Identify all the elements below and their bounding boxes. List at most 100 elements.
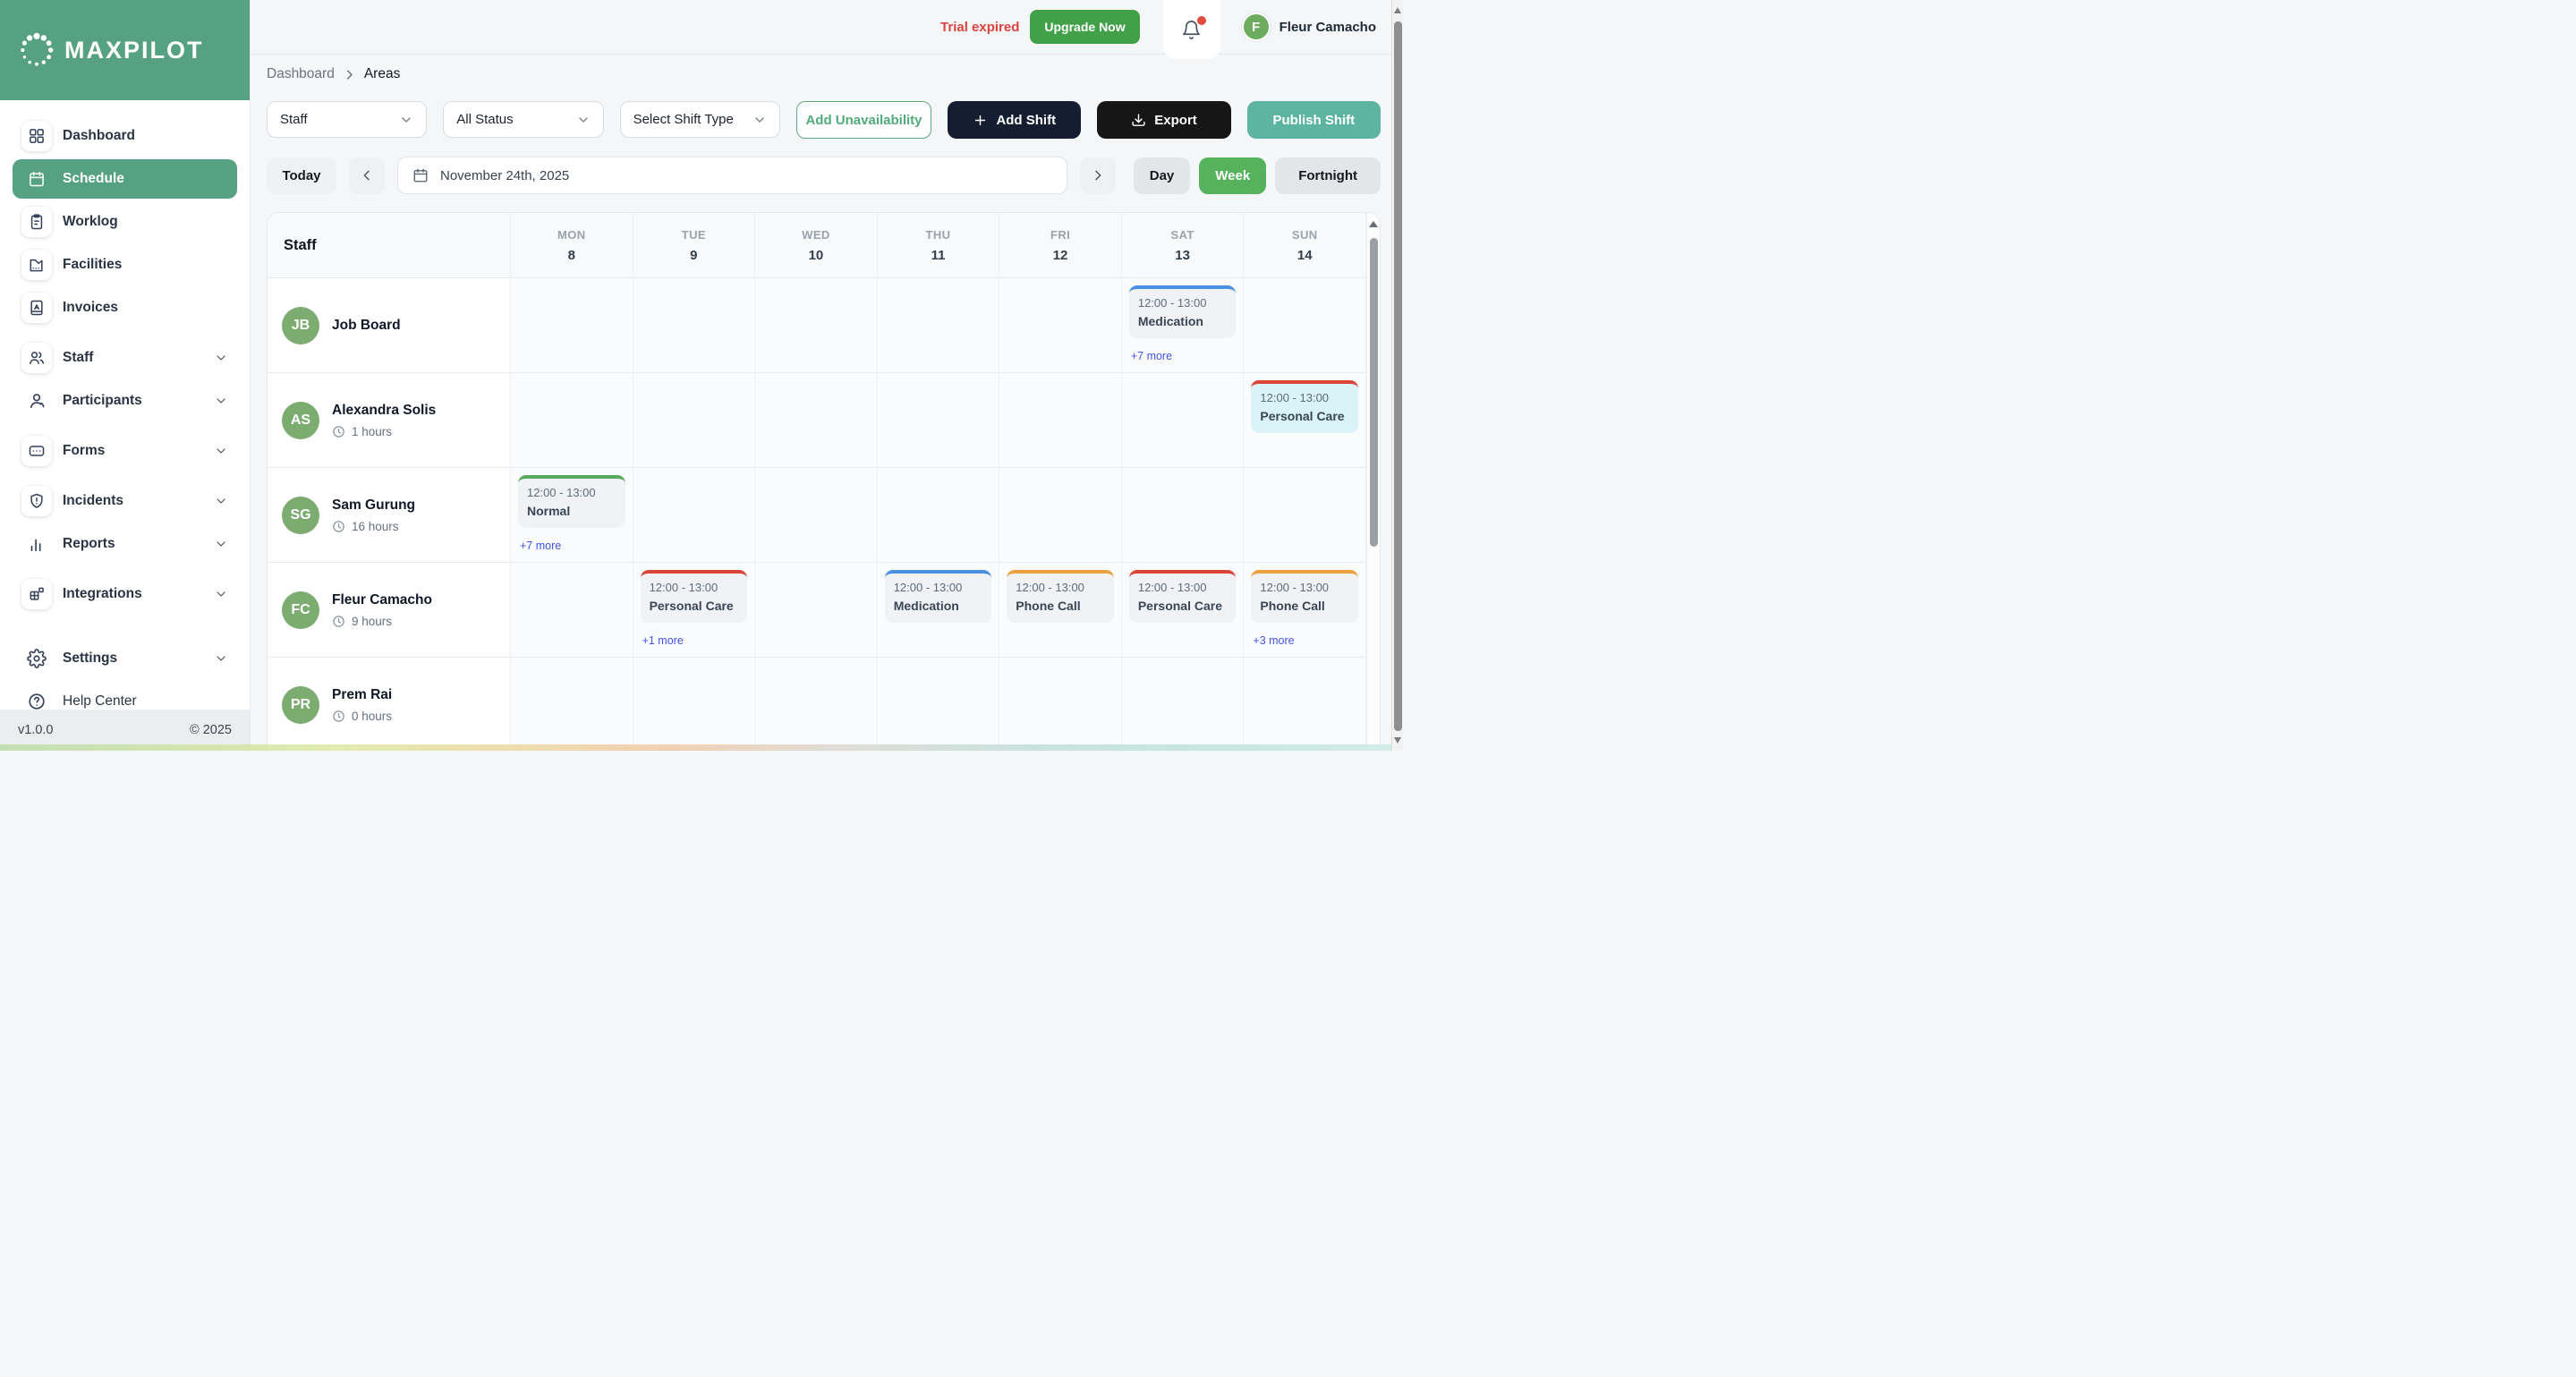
today-button[interactable]: Today [267,157,336,194]
calendar-cell-sam-gurung-wed[interactable] [755,468,878,563]
shift-card[interactable]: 12:00 - 13:00 Personal Care [641,570,748,623]
calendar-cell-fleur-camacho-tue[interactable]: 12:00 - 13:00 Personal Care +1 more [633,563,756,658]
notifications-button[interactable] [1163,0,1220,59]
shift-time: 12:00 - 13:00 [1138,296,1228,310]
page-scrollbar[interactable] [1391,0,1403,751]
sidebar-item-forms[interactable]: Forms [13,431,237,471]
page-scroll-thumb[interactable] [1394,21,1402,731]
view-fortnight-button[interactable]: Fortnight [1275,157,1381,194]
calendar-cell-prem-rai-tue[interactable] [633,658,756,751]
calendar-cell-alexandra-solis-sun[interactable]: 12:00 - 13:00 Personal Care [1244,373,1366,468]
calendar-cell-prem-rai-wed[interactable] [755,658,878,751]
sidebar-item-incidents[interactable]: Incidents [13,481,237,521]
shift-card[interactable]: 12:00 - 13:00 Medication [885,570,992,623]
add-shift-button[interactable]: Add Shift [948,101,1081,139]
more-shifts-link[interactable]: +7 more [1131,350,1172,362]
sidebar-item-label: Integrations [63,586,142,602]
shift-card[interactable]: 12:00 - 13:00 Medication [1129,285,1237,338]
more-shifts-link[interactable]: +7 more [520,540,561,552]
calendar-cell-fleur-camacho-sun[interactable]: 12:00 - 13:00 Phone Call +3 more [1244,563,1366,658]
calendar-cell-prem-rai-mon[interactable] [511,658,633,751]
page-scroll-up-arrow[interactable] [1394,7,1401,13]
sidebar-item-facilities[interactable]: Facilities [13,245,237,285]
calendar-cell-job-board-mon[interactable] [511,278,633,373]
view-week-button[interactable]: Week [1199,157,1266,194]
calendar-cell-alexandra-solis-sat[interactable] [1122,373,1245,468]
sidebar-item-invoices[interactable]: Invoices [13,288,237,327]
calendar-cell-alexandra-solis-fri[interactable] [999,373,1122,468]
group-by-select[interactable]: Staff [267,101,427,138]
shift-type-select[interactable]: Select Shift Type [620,101,780,138]
sidebar-item-integrations[interactable]: Integrations [13,574,237,614]
staff-row-prem-rai[interactable]: PRPrem Rai 0 hours [268,658,511,751]
view-day-button[interactable]: Day [1134,157,1191,194]
staff-row-sam-gurung[interactable]: SGSam Gurung 16 hours [268,468,511,563]
calendar-scrollbar[interactable] [1366,213,1380,750]
calendar-cell-sam-gurung-sun[interactable] [1244,468,1366,563]
calendar-cell-fleur-camacho-thu[interactable]: 12:00 - 13:00 Medication [878,563,1000,658]
upgrade-now-button[interactable]: Upgrade Now [1030,10,1139,44]
date-picker-input[interactable]: November 24th, 2025 [397,157,1067,194]
shift-card[interactable]: 12:00 - 13:00 Personal Care [1129,570,1237,623]
sidebar-item-dashboard[interactable]: Dashboard [13,116,237,156]
scroll-up-arrow[interactable] [1369,221,1378,227]
calendar-cell-sam-gurung-mon[interactable]: 12:00 - 13:00 Normal +7 more [511,468,633,563]
export-button[interactable]: Export [1097,101,1230,139]
user-menu[interactable]: F Fleur Camacho [1242,13,1376,41]
more-shifts-link[interactable]: +1 more [642,634,684,647]
calendar-cell-alexandra-solis-tue[interactable] [633,373,756,468]
sidebar-item-schedule[interactable]: Schedule [13,159,237,199]
calendar-cell-alexandra-solis-mon[interactable] [511,373,633,468]
calendar-cell-prem-rai-thu[interactable] [878,658,1000,751]
sidebar-item-staff[interactable]: Staff [13,338,237,378]
staff-row-fleur-camacho[interactable]: FCFleur Camacho 9 hours [268,563,511,658]
staff-row-alexandra-solis[interactable]: ASAlexandra Solis 1 hours [268,373,511,468]
horizontal-scroll-strip[interactable] [0,744,1391,751]
forms-icon [21,436,52,466]
page-scroll-down-arrow[interactable] [1394,737,1401,744]
add-unavailability-button[interactable]: Add Unavailability [796,101,931,139]
calendar-cell-sam-gurung-tue[interactable] [633,468,756,563]
shift-card[interactable]: 12:00 - 13:00 Phone Call [1251,570,1358,623]
help-icon [21,686,52,710]
more-shifts-link[interactable]: +3 more [1253,634,1294,647]
shift-card[interactable]: 12:00 - 13:00 Personal Care [1251,380,1358,433]
breadcrumb-dashboard[interactable]: Dashboard [267,66,335,82]
sidebar-item-help-center[interactable]: Help Center [13,682,237,710]
calendar-cell-job-board-sun[interactable] [1244,278,1366,373]
publish-shift-button[interactable]: Publish Shift [1247,101,1381,139]
chevron-left-icon [360,168,374,183]
chevron-down-icon [752,113,767,127]
calendar-cell-fleur-camacho-mon[interactable] [511,563,633,658]
sidebar-item-worklog[interactable]: Worklog [13,202,237,242]
calendar-cell-fleur-camacho-sat[interactable]: 12:00 - 13:00 Personal Care [1122,563,1245,658]
calendar-cell-alexandra-solis-wed[interactable] [755,373,878,468]
calendar-cell-prem-rai-sat[interactable] [1122,658,1245,751]
staff-row-job-board[interactable]: JBJob Board [268,278,511,373]
calendar-cell-job-board-sat[interactable]: 12:00 - 13:00 Medication +7 more [1122,278,1245,373]
calendar-cell-prem-rai-fri[interactable] [999,658,1122,751]
sidebar-item-participants[interactable]: Participants [13,381,237,421]
calendar-cell-prem-rai-sun[interactable] [1244,658,1366,751]
calendar-cell-alexandra-solis-thu[interactable] [878,373,1000,468]
calendar-cell-job-board-wed[interactable] [755,278,878,373]
sidebar-item-reports[interactable]: Reports [13,524,237,564]
shift-card[interactable]: 12:00 - 13:00 Phone Call [1007,570,1114,623]
calendar-cell-sam-gurung-sat[interactable] [1122,468,1245,563]
prev-week-button[interactable] [349,157,385,194]
calendar-cell-job-board-tue[interactable] [633,278,756,373]
day-name: SUN [1292,228,1318,242]
calendar-cell-job-board-thu[interactable] [878,278,1000,373]
calendar-cell-job-board-fri[interactable] [999,278,1122,373]
calendar-cell-fleur-camacho-wed[interactable] [755,563,878,658]
shift-card[interactable]: 12:00 - 13:00 Normal [518,475,625,528]
status-select[interactable]: All Status [443,101,603,138]
next-week-button[interactable] [1080,157,1116,194]
calendar-cell-fleur-camacho-fri[interactable]: 12:00 - 13:00 Phone Call [999,563,1122,658]
app-logo[interactable]: MAXPILOT [0,0,250,100]
plus-icon [973,113,988,128]
calendar-cell-sam-gurung-thu[interactable] [878,468,1000,563]
calendar-cell-sam-gurung-fri[interactable] [999,468,1122,563]
sidebar-item-settings[interactable]: Settings [13,639,237,678]
calendar-scroll-thumb[interactable] [1370,238,1378,547]
